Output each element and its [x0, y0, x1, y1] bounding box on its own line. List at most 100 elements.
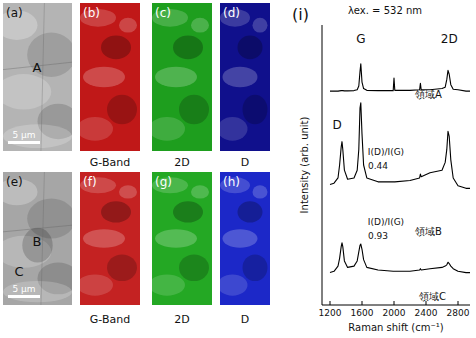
map-texture [152, 274, 185, 295]
panel-label: (d) [223, 6, 240, 20]
region-label: C [14, 264, 23, 279]
x-tick-label: 2400 [415, 308, 438, 318]
panel-caption: 2D [174, 313, 189, 326]
region-label: A [33, 60, 42, 75]
panel-image [152, 3, 212, 151]
annotation: D [333, 118, 342, 132]
texture [22, 228, 52, 263]
x-axis-title: Raman shift (cm⁻¹) [348, 322, 443, 333]
panel-image [3, 3, 72, 151]
map-texture [152, 117, 185, 141]
x-tick [394, 301, 395, 305]
map-texture [253, 18, 268, 33]
map-texture [119, 185, 137, 198]
map-texture [238, 36, 263, 60]
annotation: 領域B [415, 226, 442, 237]
panel-map: (h) D [218, 172, 271, 326]
map-texture [155, 229, 197, 248]
panel-map: (c) 2D [149, 3, 212, 169]
panel-map: (b) G-Band [77, 3, 140, 169]
map-texture [238, 201, 263, 222]
map-texture [173, 201, 203, 222]
panel-caption: G-Band [90, 313, 130, 326]
spectrum-line [330, 64, 470, 91]
panel-image [152, 172, 212, 305]
panel-label: (f) [83, 175, 97, 189]
x-tick-label: 1200 [319, 308, 342, 318]
map-texture [80, 117, 113, 141]
map-texture [223, 67, 258, 88]
map-texture [83, 229, 125, 248]
panel-caption: D [241, 313, 249, 326]
map-texture [80, 274, 113, 295]
panel-map: (f) G-Band [77, 172, 140, 326]
x-tick-label: 1600 [351, 308, 374, 318]
annotation: I(D)/I(G) [368, 147, 404, 157]
annotation: 0.93 [368, 231, 388, 241]
panel-caption: 2D [174, 156, 189, 169]
grain-boundary [41, 3, 44, 151]
annotation: I(D)/I(G) [368, 217, 404, 227]
map-texture [83, 67, 125, 88]
x-tick [458, 301, 459, 305]
spectrum-line [330, 103, 470, 189]
map-texture [243, 95, 268, 125]
map-texture [173, 36, 203, 60]
map-texture [191, 185, 209, 198]
panel-label: (a) [6, 6, 23, 20]
map-texture [243, 254, 268, 281]
panel-label: (b) [83, 6, 100, 20]
map-texture [191, 18, 209, 33]
panel-label: (i) [292, 5, 309, 24]
panel-label: (g) [155, 175, 172, 189]
x-tick-label: 2000 [383, 308, 406, 318]
map-texture [179, 95, 209, 125]
panel-map: (d) D [218, 3, 271, 169]
panel-image [220, 3, 270, 151]
texture [27, 33, 72, 77]
panel-caption: D [241, 156, 249, 169]
annotation: 0.44 [368, 161, 388, 171]
map-texture [220, 274, 248, 295]
map-texture [220, 117, 248, 141]
panel-optical: BC5 μm(e) [0, 172, 79, 305]
scale-bar-label: 5 μm [12, 130, 35, 140]
map-texture [155, 67, 197, 88]
annotation: 領域C [419, 291, 446, 302]
panel-optical: A 5 μm (a) [0, 3, 79, 151]
panel-image [80, 3, 140, 151]
panel-label: (h) [223, 175, 240, 189]
x-axis-line [322, 305, 470, 306]
texture [3, 281, 72, 302]
texture [3, 124, 72, 148]
panel-image [80, 172, 140, 305]
y-axis-line [322, 25, 323, 305]
y-axis-title: Intensity (arb. unit) [299, 116, 310, 213]
scale-bar [8, 295, 40, 298]
map-texture [253, 185, 268, 198]
panel-map: (g) 2D [149, 172, 212, 326]
texture [3, 74, 51, 110]
annotation: 領域A [415, 89, 442, 100]
annotation: G [356, 32, 365, 46]
panel-label: (c) [155, 6, 171, 20]
plot-lines [330, 64, 470, 273]
panel-caption: G-Band [90, 156, 130, 169]
map-texture [101, 201, 131, 222]
scale-bar-label: 5 μm [12, 284, 35, 294]
map-texture [107, 254, 137, 281]
map-texture [179, 254, 209, 281]
map-texture [119, 18, 137, 33]
spectrum-line [330, 243, 470, 273]
grain-boundary [3, 225, 72, 232]
chart-title: λex. = 532 nm [348, 5, 422, 16]
map-texture [107, 95, 137, 125]
map-texture [223, 229, 258, 248]
panel-image [3, 172, 72, 305]
region-label: B [33, 234, 42, 249]
scale-bar [8, 141, 40, 144]
x-tick-label: 2800 [447, 308, 470, 318]
panel-image [220, 172, 270, 305]
x-tick [330, 301, 331, 305]
map-texture [101, 36, 131, 60]
